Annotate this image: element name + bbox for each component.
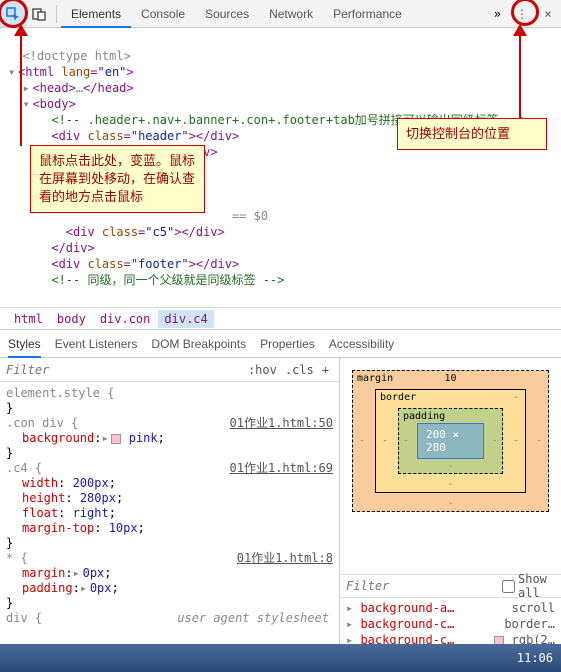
p-mt[interactable]: margin-top: [22, 521, 94, 535]
rule3-source[interactable]: 01作业1.html:8: [237, 551, 333, 566]
tab-elements[interactable]: Elements: [61, 0, 131, 28]
show-all-toggle[interactable]: Show all: [502, 572, 555, 600]
rule2-selector: .c4 {: [6, 461, 42, 476]
border-l: -: [382, 436, 388, 447]
subtab-properties[interactable]: Properties: [260, 330, 315, 358]
devtools-toolbar: Elements Console Sources Network Perform…: [0, 0, 561, 28]
p-width[interactable]: width: [22, 476, 58, 490]
p-float[interactable]: float: [22, 506, 58, 520]
panel-tabs: Elements Console Sources Network Perform…: [61, 0, 486, 28]
tab-sources[interactable]: Sources: [195, 0, 259, 28]
rule4-source: user agent stylesheet: [177, 611, 333, 626]
tab-performance[interactable]: Performance: [323, 0, 412, 28]
margin-r: -: [536, 436, 542, 447]
box-model-content[interactable]: 200 × 280: [417, 423, 484, 459]
comp-v-1: border…: [504, 616, 555, 632]
dom-doctype: <!doctype html>: [22, 49, 130, 63]
comp-v-0: scroll: [512, 600, 555, 616]
padding-r: -: [492, 436, 498, 447]
p-height[interactable]: height: [22, 491, 65, 505]
hov-button[interactable]: :hov: [244, 363, 281, 377]
val-pink[interactable]: pink: [129, 431, 158, 445]
v-padding[interactable]: 0px: [90, 581, 112, 595]
margin-top-val: 10: [444, 373, 456, 384]
crumb-divc4[interactable]: div.c4: [158, 310, 213, 328]
comp-k-1: background-c…: [346, 616, 454, 632]
tab-console[interactable]: Console: [131, 0, 195, 28]
v-float[interactable]: right: [73, 506, 109, 520]
v-height[interactable]: 280px: [80, 491, 116, 505]
add-rule-button[interactable]: +: [318, 363, 333, 377]
subtab-accessibility[interactable]: Accessibility: [329, 330, 394, 358]
margin-label: margin: [357, 373, 393, 384]
rule3-selector: * {: [6, 551, 28, 566]
rule1-source[interactable]: 01作业1.html:50: [230, 416, 333, 431]
dom-div-footer: <div class="footer"></div>: [51, 257, 239, 271]
subtab-styles[interactable]: Styles: [8, 330, 41, 358]
computed-filter[interactable]: [346, 579, 498, 593]
crumb-divcon[interactable]: div.con: [94, 310, 157, 328]
box-model-margin[interactable]: margin 10 - - - border - - - - padding -…: [352, 370, 549, 512]
dom-body: <body>: [32, 97, 75, 111]
taskbar: 11:06: [0, 644, 561, 672]
dom-div-close: </div>: [51, 241, 94, 255]
callout-2: 切换控制台的位置: [397, 118, 547, 150]
taskbar-time: 11:06: [517, 651, 553, 665]
styles-filter[interactable]: [6, 363, 244, 377]
arrow-1: [20, 26, 22, 146]
padding-b: -: [447, 461, 453, 472]
dom-head: <head>: [32, 81, 75, 95]
crumb-body[interactable]: body: [51, 310, 92, 328]
rule1-selector: .con div {: [6, 416, 78, 431]
dom-div-c5: <div class="c5"></div>: [66, 225, 225, 239]
padding-l: -: [403, 436, 409, 447]
border-t: -: [513, 392, 519, 403]
breadcrumb: html body div.con div.c4: [0, 308, 561, 330]
rule2-source[interactable]: 01作业1.html:69: [230, 461, 333, 476]
p-padding[interactable]: padding: [22, 581, 73, 595]
arrow-2-head: [513, 24, 527, 36]
border-r: -: [513, 436, 519, 447]
v-margin[interactable]: 0px: [83, 566, 105, 580]
device-icon[interactable]: [26, 1, 52, 27]
margin-b: -: [447, 498, 453, 509]
callout-1: 鼠标点击此处，变蓝。鼠标在屏幕到处移动，在确认查看的地方点击鼠标: [30, 145, 205, 213]
crumb-html[interactable]: html: [8, 310, 49, 328]
border-b: -: [447, 479, 453, 490]
arrow-1-head: [14, 24, 28, 36]
subtab-breakpoints[interactable]: DOM Breakpoints: [151, 330, 246, 358]
subtab-listeners[interactable]: Event Listeners: [55, 330, 138, 358]
cls-button[interactable]: .cls: [281, 363, 318, 377]
comp-k-0: background-a…: [346, 600, 454, 616]
styles-subtabs: Styles Event Listeners DOM Breakpoints P…: [0, 330, 561, 358]
box-model-padding[interactable]: padding - - - 200 × 280: [398, 408, 503, 474]
margin-l: -: [359, 436, 365, 447]
dom-html-open: <html lang="en">: [18, 65, 134, 79]
arrow-2: [519, 26, 521, 118]
eq-marker: == $0: [232, 209, 268, 223]
p-margin[interactable]: margin: [22, 566, 65, 580]
style-rules[interactable]: element.style { } .con div {01作业1.html:5…: [0, 382, 339, 670]
rule4-selector: div {: [6, 611, 42, 626]
show-all-label: Show all: [518, 572, 555, 600]
border-label: border: [380, 392, 416, 403]
element-style: element.style {: [6, 386, 333, 401]
v-mt[interactable]: 10px: [109, 521, 138, 535]
styles-pane: :hov .cls + element.style { } .con div {…: [0, 358, 340, 670]
tab-network[interactable]: Network: [259, 0, 323, 28]
tabs-overflow[interactable]: »: [486, 7, 509, 21]
computed-pane: margin 10 - - - border - - - - padding -…: [340, 358, 561, 670]
padding-label: padding: [403, 411, 445, 422]
dom-comment2: <!-- 同级，同一个父级就是同级标签 -->: [51, 273, 284, 287]
box-model-border[interactable]: border - - - - padding - - - 200 × 280: [375, 389, 526, 493]
prop-bg[interactable]: background: [22, 431, 94, 445]
swatch-pink[interactable]: [111, 434, 121, 444]
dom-div-header: <div class="header"></div>: [51, 129, 239, 143]
v-width[interactable]: 200px: [73, 476, 109, 490]
